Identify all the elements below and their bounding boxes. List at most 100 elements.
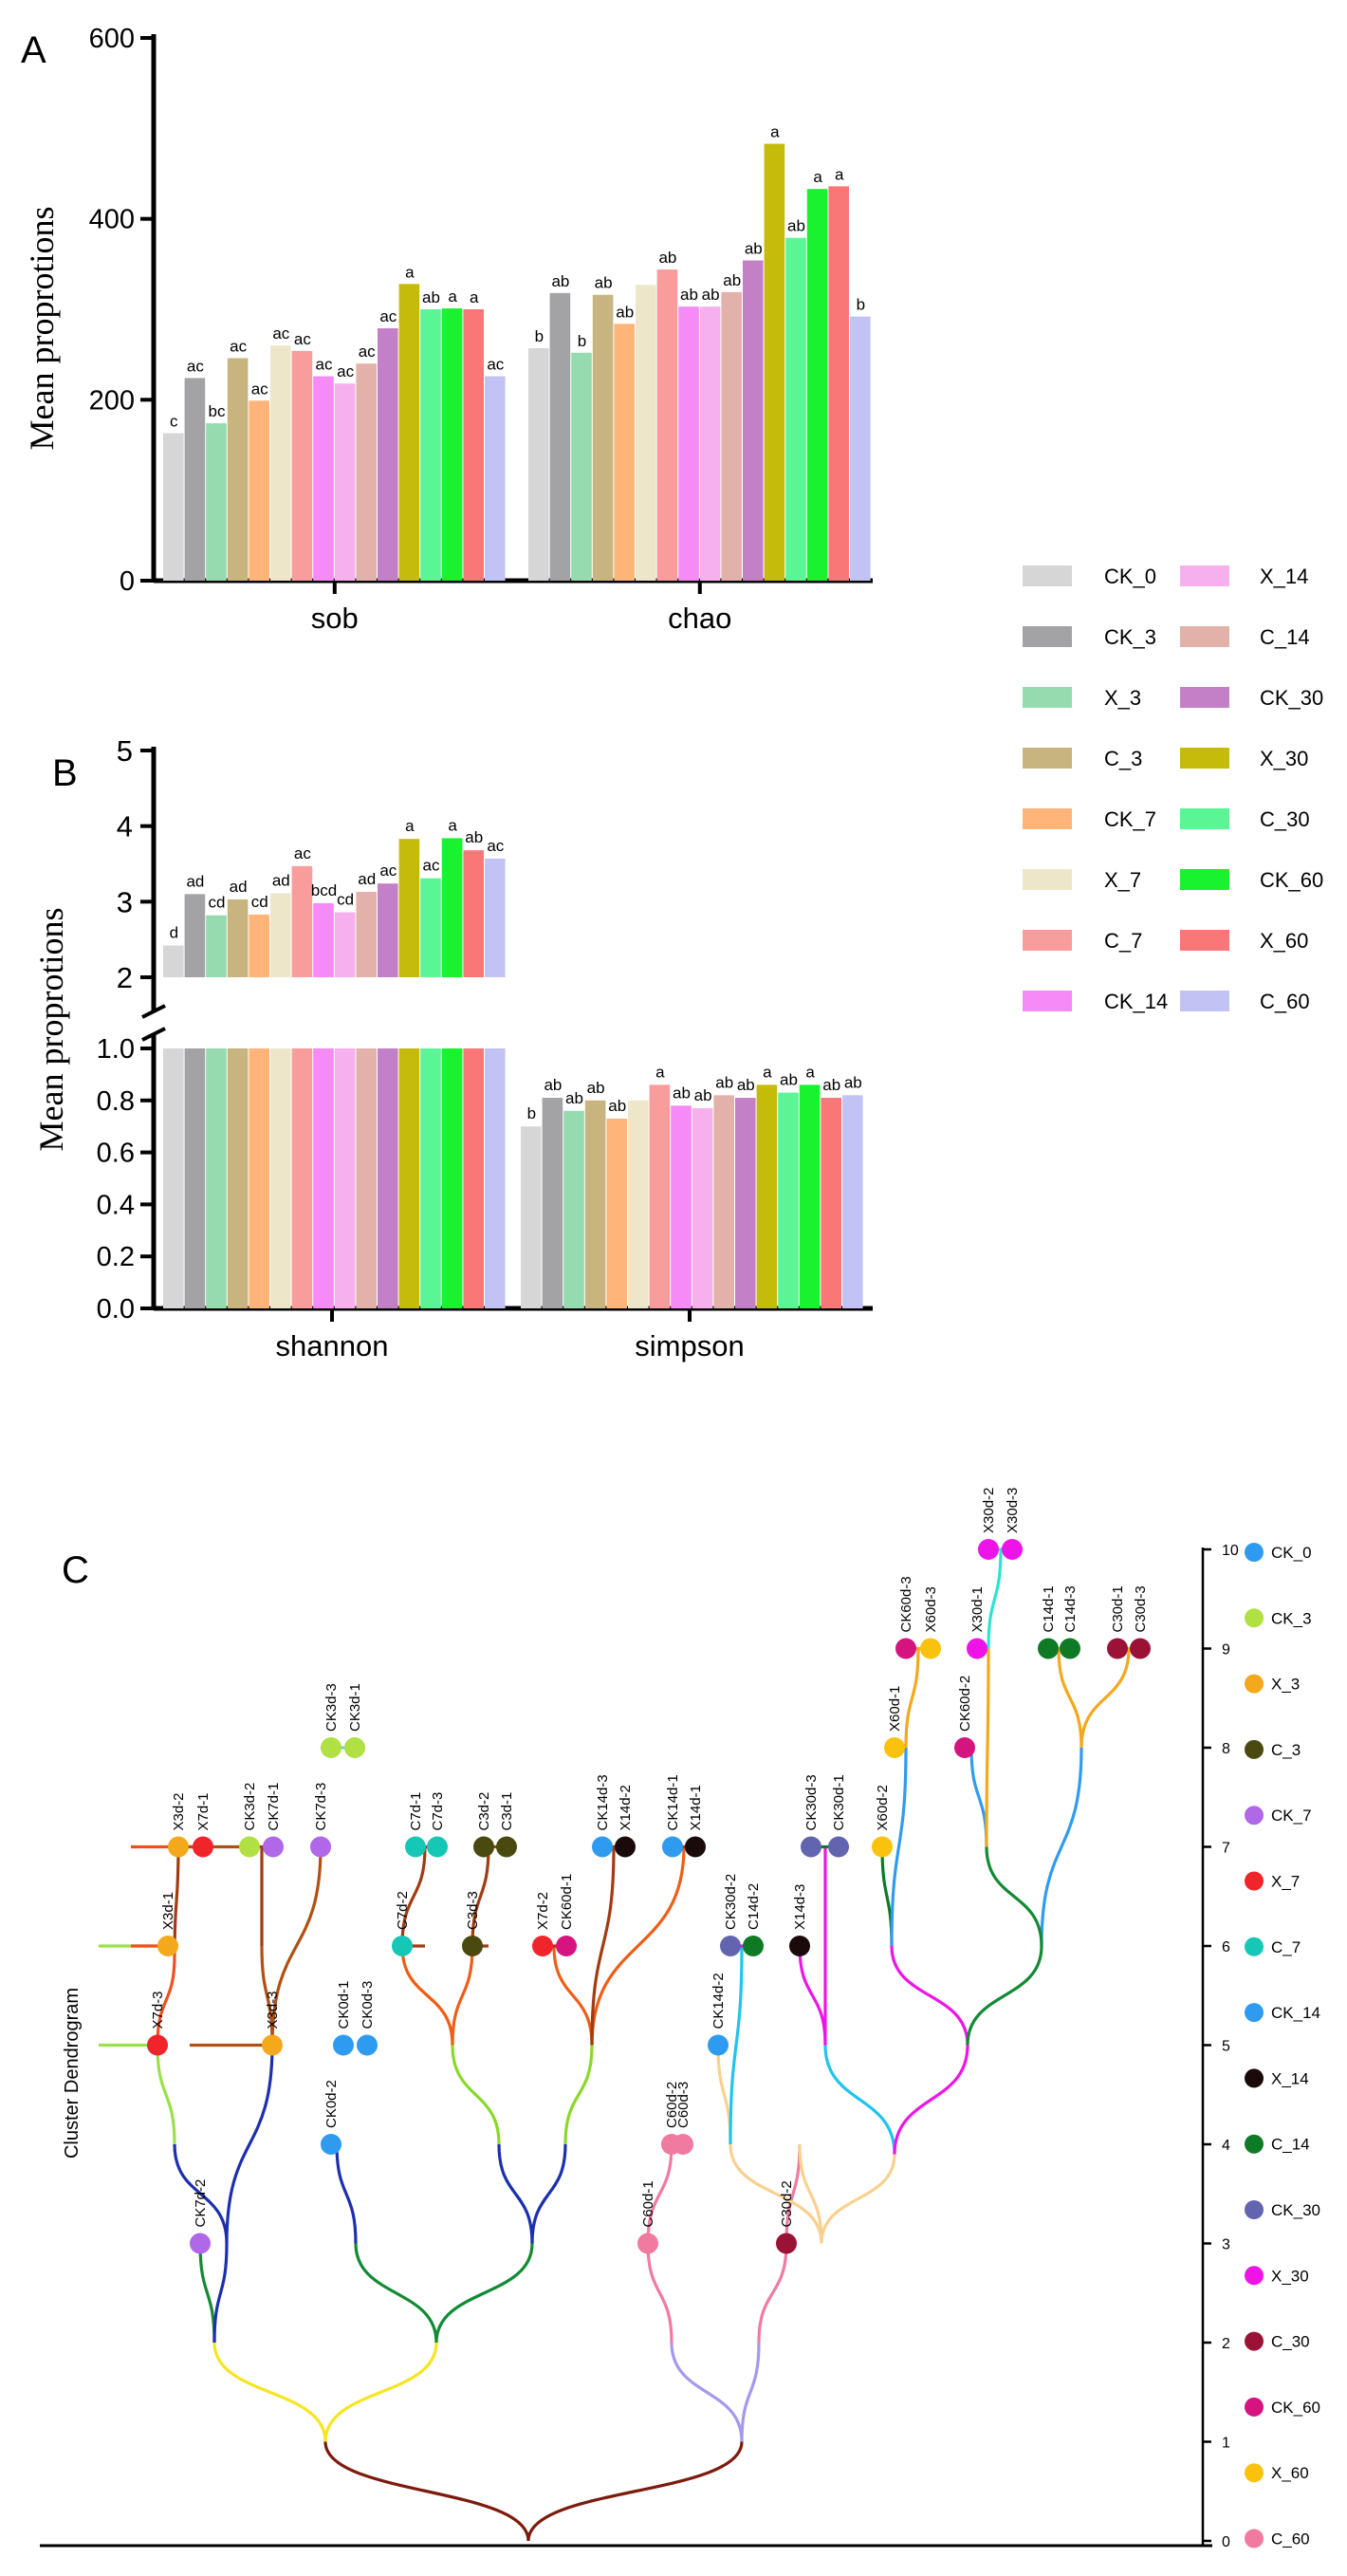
dendrogram-branch — [820, 2154, 896, 2244]
dendrogram-branch — [985, 1648, 990, 1847]
data-label: ac — [379, 862, 397, 880]
bar — [563, 1110, 584, 1308]
legend-label: CK_0 — [1104, 565, 1156, 588]
legend-label: CK_30 — [1260, 686, 1323, 710]
data-label: ac — [487, 356, 504, 374]
bar-upper — [463, 850, 484, 977]
bar — [764, 143, 785, 582]
leaf-label: CK14d-1 — [665, 1774, 681, 1830]
height-tick-label: 4 — [1222, 2138, 1230, 2154]
y-tick-label: 4 — [117, 810, 133, 843]
dendrogram-branch — [451, 1945, 474, 2046]
leaf-label: C3d-2 — [476, 1792, 492, 1831]
y-axis-label: Mean proprotions — [23, 207, 61, 451]
bar-upper — [184, 894, 206, 977]
bar-upper — [227, 899, 249, 977]
y-tick-label: 0.4 — [97, 1190, 135, 1220]
bar — [806, 189, 828, 581]
bar — [606, 1118, 627, 1308]
height-tick-label: 10 — [1222, 1543, 1239, 1559]
bar-lower — [163, 1048, 184, 1308]
bar — [821, 1098, 841, 1308]
leaf-label: X7d-1 — [195, 1792, 212, 1830]
dendrogram-branch — [890, 1747, 908, 1947]
data-label: ad — [358, 870, 376, 888]
leaf-label: CK7d-1 — [266, 1783, 282, 1831]
leaf-label: X30d-1 — [969, 1586, 986, 1632]
x-tick-label: chao — [668, 602, 731, 635]
legend-swatch — [1023, 626, 1072, 647]
leaf-label: C3d-3 — [465, 1891, 481, 1930]
bar — [549, 292, 571, 581]
height-tick-label: 6 — [1222, 1939, 1230, 1955]
data-label: b — [857, 296, 865, 314]
leaf-label: X3d-1 — [160, 1892, 176, 1930]
data-label: ac — [251, 380, 268, 398]
dendrogram-leaf — [157, 1936, 178, 1956]
height-tick-label: 5 — [1222, 2039, 1230, 2055]
bar-lower — [485, 1048, 506, 1308]
legend-marker — [1245, 1543, 1264, 1562]
dendrogram-leaf — [828, 1836, 849, 1858]
legend-label: C_3 — [1271, 1741, 1301, 1759]
legend-label: C_60 — [1260, 990, 1310, 1013]
bar — [735, 1098, 756, 1308]
legend-label: CK_7 — [1104, 807, 1156, 831]
bar — [334, 383, 356, 581]
height-tick-label: 7 — [1222, 1841, 1230, 1857]
legend-swatch — [1023, 687, 1072, 708]
dendrogram-branch — [354, 2243, 438, 2344]
legend-swatch — [1180, 748, 1229, 769]
bar-lower — [463, 1048, 484, 1308]
legend-label: C_30 — [1271, 2333, 1310, 2351]
bar — [163, 433, 184, 581]
dendrogram-leaf — [920, 1638, 941, 1659]
bar — [649, 1084, 671, 1308]
bar — [463, 309, 484, 581]
y-tick-label: 3 — [117, 885, 133, 918]
bar-lower — [398, 1048, 420, 1308]
bar — [571, 352, 592, 581]
legend-label: C_14 — [1271, 2136, 1310, 2154]
data-label: ac — [359, 343, 376, 361]
leaf-label: C7d-2 — [395, 1891, 411, 1930]
bar — [828, 186, 849, 581]
height-tick-label: 1 — [1222, 2436, 1230, 2452]
bar-upper — [163, 945, 184, 977]
data-label: a — [448, 287, 457, 306]
panel-label-a: A — [21, 29, 46, 71]
height-tick-label: 8 — [1222, 1741, 1230, 1757]
bar-lower — [249, 1048, 269, 1308]
leaf-label: C14d-2 — [746, 1883, 762, 1930]
dendrogram-leaf — [190, 2233, 211, 2254]
legend-label: CK_60 — [1260, 868, 1323, 892]
bar — [778, 1092, 799, 1308]
legend-marker — [1245, 2200, 1264, 2219]
data-label: ad — [272, 872, 290, 890]
dendrogram-branch — [590, 1846, 616, 2046]
dendrogram-leaf — [1038, 1638, 1059, 1659]
leaf-label: CK30d-3 — [803, 1774, 820, 1830]
dendrogram-branch — [969, 1747, 988, 1847]
bar-upper — [270, 893, 291, 977]
bar-lower — [334, 1048, 356, 1308]
leaf-label: X30d-2 — [981, 1488, 997, 1533]
leaf-label: CK0d-2 — [323, 2080, 340, 2128]
bar — [842, 1095, 863, 1308]
leaf-label: CK60d-2 — [957, 1676, 973, 1732]
bar — [656, 269, 678, 581]
dendrogram-leaf — [872, 1836, 893, 1858]
dendrogram-branch — [1079, 1648, 1131, 1749]
leaf-label: CK60d-3 — [898, 1576, 914, 1632]
dendrogram-leaf — [321, 2134, 341, 2155]
data-label: ac — [230, 337, 247, 355]
data-label: a — [805, 1063, 815, 1081]
leaf-label: C7d-1 — [408, 1792, 424, 1831]
panel-label-b: B — [52, 752, 78, 794]
dendrogram-branch — [400, 1945, 454, 2046]
legend-marker — [1245, 1937, 1264, 1956]
leaf-label: C30d-3 — [1133, 1585, 1149, 1632]
bar-lower — [206, 1048, 227, 1308]
dendrogram-leaf — [954, 1737, 975, 1758]
dendrogram-leaf — [895, 1638, 916, 1659]
